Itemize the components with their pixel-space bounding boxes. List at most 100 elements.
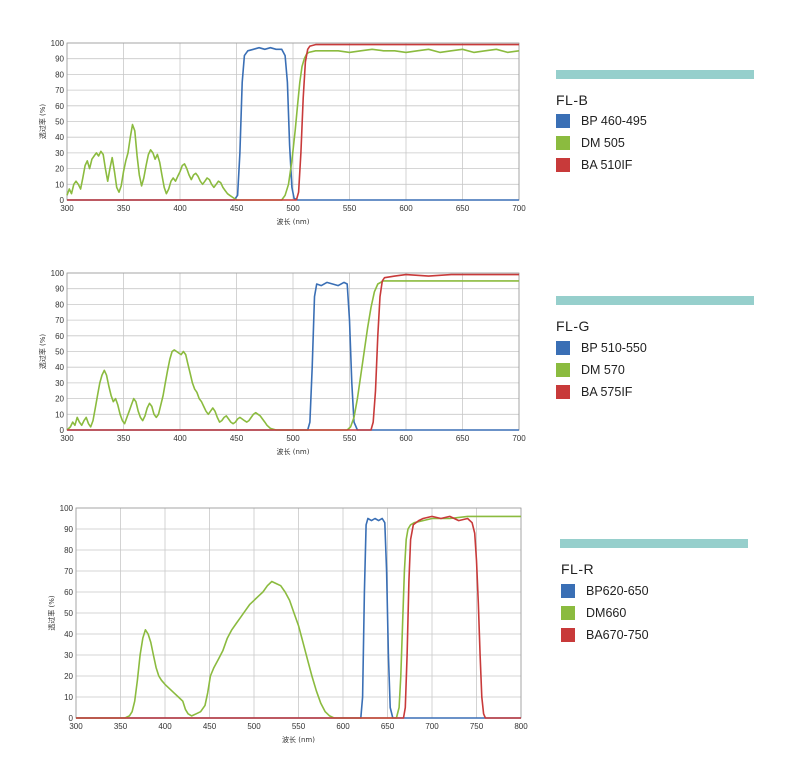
- series-line-green: [76, 515, 521, 719]
- y-tick-label: 100: [51, 39, 65, 48]
- legend-label: BP 510-550: [581, 341, 647, 355]
- y-tick-label: 60: [55, 102, 64, 111]
- legend-item: BA670-750: [561, 628, 649, 642]
- legend-label: BA 510IF: [581, 158, 633, 172]
- legend-item: DM 505: [556, 136, 625, 150]
- x-tick-label: 350: [114, 722, 128, 731]
- legend-item: BP 510-550: [556, 341, 647, 355]
- x-tick-label: 450: [203, 722, 217, 731]
- y-tick-label: 0: [60, 196, 65, 205]
- x-tick-label: 300: [60, 434, 74, 443]
- series-line-blue: [76, 517, 521, 719]
- x-tick-label: 550: [292, 722, 306, 731]
- y-tick-label: 0: [69, 714, 74, 723]
- y-tick-label: 90: [55, 55, 64, 64]
- y-tick-label: 70: [64, 567, 73, 576]
- y-tick-label: 40: [55, 133, 64, 142]
- legend-bar-fl-b: [556, 70, 754, 79]
- y-axis-label: 透过率 (%): [47, 595, 56, 631]
- legend-bar-fl-g: [556, 296, 754, 305]
- x-tick-label: 750: [470, 722, 484, 731]
- legend-swatch-red: [556, 385, 570, 399]
- legend-label: BA670-750: [586, 628, 649, 642]
- legend-swatch-blue: [556, 341, 570, 355]
- series-line-red: [67, 273, 519, 431]
- y-tick-label: 80: [55, 300, 64, 309]
- x-tick-label: 400: [158, 722, 172, 731]
- x-tick-label: 500: [286, 434, 300, 443]
- x-tick-label: 800: [514, 722, 528, 731]
- chart-fl-b: 300 350 400 450 500 550 600 650 700 0 10 20 30 40 50 60…: [38, 39, 526, 226]
- legend-swatch-red: [561, 628, 575, 642]
- y-tick-label: 90: [55, 285, 64, 294]
- y-tick-label: 80: [64, 546, 73, 555]
- y-tick-label: 60: [64, 588, 73, 597]
- y-tick-label: 30: [55, 379, 64, 388]
- y-tick-label: 20: [55, 165, 64, 174]
- x-tick-label: 500: [286, 204, 300, 213]
- legend-item: BP620-650: [561, 584, 649, 598]
- y-tick-label: 40: [55, 363, 64, 372]
- y-axis-label: 透过率 (%): [38, 334, 47, 370]
- x-tick-label: 550: [343, 434, 357, 443]
- x-tick-label: 350: [117, 434, 131, 443]
- legend-swatch-green: [556, 363, 570, 377]
- y-tick-label: 20: [55, 395, 64, 404]
- legend-item: DM660: [561, 606, 626, 620]
- x-tick-label: 450: [230, 434, 244, 443]
- x-tick-label: 350: [117, 204, 131, 213]
- y-tick-label: 50: [55, 118, 64, 127]
- x-tick-label: 700: [512, 434, 526, 443]
- y-tick-label: 70: [55, 316, 64, 325]
- y-tick-label: 10: [55, 180, 64, 189]
- legend-swatch-red: [556, 158, 570, 172]
- legend-label: BP 460-495: [581, 114, 647, 128]
- legend-swatch-blue: [561, 584, 575, 598]
- panel-title-fl-b: FL-B: [556, 92, 589, 108]
- legend-swatch-green: [561, 606, 575, 620]
- y-tick-label: 90: [64, 525, 73, 534]
- x-tick-label: 300: [69, 722, 83, 731]
- y-tick-label: 80: [55, 70, 64, 79]
- legend-bar-fl-r: [560, 539, 748, 548]
- legend-label: BP620-650: [586, 584, 649, 598]
- x-tick-label: 550: [343, 204, 357, 213]
- series-line-red: [76, 515, 521, 719]
- series-line-blue: [67, 46, 519, 201]
- legend-label: DM 505: [581, 136, 625, 150]
- series-line-blue: [67, 281, 519, 431]
- x-tick-label: 650: [456, 204, 470, 213]
- x-axis-label: 波长 (nm): [282, 735, 315, 744]
- y-tick-label: 20: [64, 672, 73, 681]
- y-tick-label: 100: [51, 269, 65, 278]
- x-tick-label: 300: [60, 204, 74, 213]
- x-tick-label: 400: [173, 434, 187, 443]
- x-axis-label: 波长 (nm): [277, 447, 310, 456]
- panel-title-fl-g: FL-G: [556, 318, 590, 334]
- y-tick-label: 100: [60, 504, 74, 513]
- x-tick-label: 400: [173, 204, 187, 213]
- y-tick-label: 40: [64, 630, 73, 639]
- x-tick-label: 600: [336, 722, 350, 731]
- y-tick-label: 50: [64, 609, 73, 618]
- series-line-green: [66, 48, 520, 201]
- y-tick-label: 10: [64, 693, 73, 702]
- x-tick-label: 650: [456, 434, 470, 443]
- legend-swatch-green: [556, 136, 570, 150]
- series-line-red: [67, 43, 519, 201]
- legend-label: DM660: [586, 606, 627, 620]
- x-tick-label: 600: [399, 204, 413, 213]
- panel-title-fl-r: FL-R: [561, 561, 595, 577]
- series-line-green: [66, 280, 519, 431]
- x-tick-label: 700: [512, 204, 526, 213]
- y-tick-label: 50: [55, 348, 64, 357]
- chart-fl-g: 300 350 400 450 500 550 600 650 700 0 10 20 30 40 50 60…: [38, 269, 526, 456]
- y-tick-label: 30: [55, 149, 64, 158]
- x-tick-label: 500: [247, 722, 261, 731]
- y-tick-label: 70: [55, 86, 64, 95]
- x-tick-label: 450: [230, 204, 244, 213]
- y-tick-label: 10: [55, 410, 64, 419]
- legend-item: BA 510IF: [556, 158, 632, 172]
- chart-fl-r: 300 350 400 450 500 550 600 650 700 750 800 0 10 20 30…: [47, 504, 528, 744]
